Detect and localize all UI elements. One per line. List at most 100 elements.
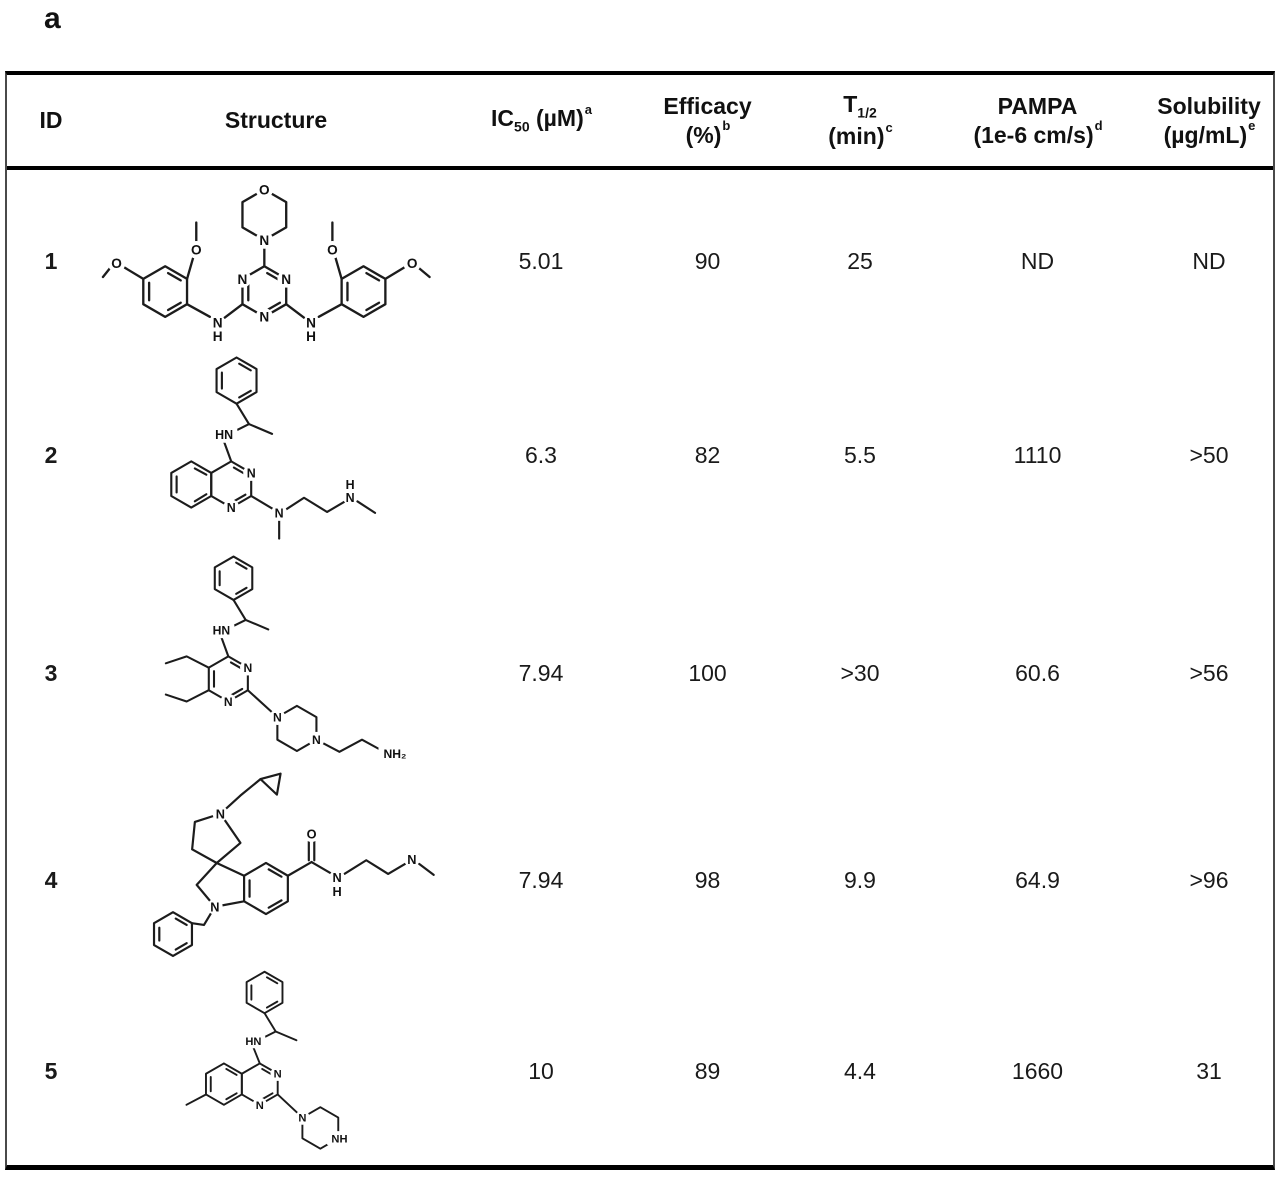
atom-label: N bbox=[306, 316, 316, 331]
thalf-value: 9.9 bbox=[844, 867, 876, 893]
efficacy-value: 90 bbox=[694, 247, 721, 274]
header-subscript: 1/2 bbox=[857, 104, 877, 121]
atom-label: N bbox=[345, 491, 354, 505]
efficacy-value: 82 bbox=[694, 441, 721, 468]
atom-label: N bbox=[243, 660, 252, 674]
compound-id: 2 bbox=[44, 441, 58, 468]
atom-label: N bbox=[272, 710, 281, 724]
atom-label: HN bbox=[212, 623, 230, 637]
solubility-value: 31 bbox=[1196, 1058, 1222, 1084]
atom-label: HN bbox=[245, 1036, 261, 1048]
atom-label: N bbox=[238, 272, 248, 287]
col-header-structure: Structure bbox=[224, 107, 328, 134]
structure-compound-5: HN N N N NH bbox=[145, 962, 408, 1165]
atom-label: H bbox=[213, 329, 223, 344]
thalf-value: 25 bbox=[847, 247, 873, 274]
thalf-value: 5.5 bbox=[844, 441, 876, 468]
atom-label: O bbox=[191, 243, 202, 258]
ic50-value: 7.94 bbox=[518, 660, 564, 686]
efficacy-value: 89 bbox=[694, 1058, 721, 1084]
pampa-value: 64.9 bbox=[1015, 867, 1060, 893]
efficacy-value: 100 bbox=[688, 660, 727, 686]
header-footnote-mark: c bbox=[885, 119, 893, 135]
atom-label: N bbox=[407, 852, 416, 867]
pampa-value: 1660 bbox=[1011, 1058, 1064, 1084]
thalf-value: >30 bbox=[840, 660, 880, 686]
compound-id: 4 bbox=[44, 867, 58, 893]
table-row: 1 bbox=[7, 170, 1273, 345]
atom-label: O bbox=[307, 826, 317, 841]
atom-label: N bbox=[210, 899, 219, 914]
compound-table: ID Structure IC50 (µM)a Efficacy (%)b T1/… bbox=[5, 71, 1275, 1170]
atom-label: N bbox=[298, 1113, 306, 1125]
bonds bbox=[101, 188, 431, 319]
header-text: (min) bbox=[828, 123, 885, 150]
header-text: Solubility bbox=[1157, 92, 1261, 119]
label-masks bbox=[240, 1034, 352, 1146]
header-text: (µg/mL) bbox=[1163, 121, 1248, 148]
atom-label: N bbox=[255, 1100, 263, 1112]
solubility-value: >50 bbox=[1189, 441, 1229, 468]
efficacy-value: 98 bbox=[694, 867, 721, 893]
pampa-value: 60.6 bbox=[1015, 660, 1060, 686]
ic50-value: 5.01 bbox=[518, 247, 564, 274]
table-row: 4 bbox=[7, 770, 1273, 962]
compound-id: 5 bbox=[44, 1058, 58, 1084]
atom-label: N bbox=[213, 316, 223, 331]
atom-label: N bbox=[259, 233, 269, 248]
atom-label: H bbox=[306, 329, 316, 344]
atom-label: N bbox=[216, 806, 225, 821]
label-masks bbox=[210, 427, 357, 521]
ic50-value: 6.3 bbox=[525, 441, 557, 468]
col-header-pampa: PAMPA (1e-6 cm/s)d bbox=[973, 92, 1103, 150]
atom-label: H bbox=[332, 884, 341, 899]
ic50-value: 10 bbox=[528, 1058, 554, 1084]
atom-label: HN bbox=[215, 428, 233, 442]
header-text: (%) bbox=[685, 121, 722, 148]
table-row: 5 bbox=[7, 962, 1273, 1165]
table-row: 3 bbox=[7, 545, 1273, 770]
structure-compound-4: N N O N H N bbox=[107, 770, 445, 971]
atom-label: N bbox=[259, 310, 269, 325]
structure-compound-2: HN N N N H N bbox=[130, 345, 423, 549]
header-text: (µM) bbox=[529, 105, 584, 132]
atom-label: N bbox=[312, 733, 321, 747]
atom-label: H bbox=[345, 478, 354, 492]
header-text: IC bbox=[491, 105, 515, 132]
pampa-value: 1110 bbox=[1013, 441, 1062, 468]
header-footnote-mark: a bbox=[584, 101, 592, 117]
ic50-value: 7.94 bbox=[518, 867, 564, 893]
atom-label: N bbox=[332, 870, 341, 885]
header-subscript: 50 bbox=[514, 119, 530, 136]
header-text: Efficacy bbox=[663, 92, 752, 119]
atom-label: N bbox=[273, 1069, 281, 1081]
atom-label: N bbox=[281, 272, 291, 287]
atom-label: O bbox=[327, 243, 338, 258]
atom-label: N bbox=[226, 501, 235, 515]
header-footnote-mark: d bbox=[1094, 117, 1103, 133]
atom-label: NH₂ bbox=[383, 746, 406, 760]
header-text: PAMPA bbox=[997, 92, 1078, 119]
solubility-value: >96 bbox=[1189, 867, 1229, 893]
label-masks bbox=[207, 622, 411, 761]
table-row: 2 bbox=[7, 345, 1273, 545]
atom-label: O bbox=[259, 182, 270, 197]
header-text: (1e-6 cm/s) bbox=[973, 121, 1094, 148]
header-text: T bbox=[843, 91, 858, 118]
compound-id: 3 bbox=[44, 660, 58, 686]
structure-compound-1: O N N N N N H N H O O O O bbox=[101, 170, 451, 352]
atom-label: N bbox=[246, 466, 255, 480]
atom-label: O bbox=[111, 256, 122, 271]
pampa-value: ND bbox=[1020, 247, 1055, 274]
bonds bbox=[152, 772, 435, 958]
col-header-efficacy: Efficacy (%)b bbox=[663, 92, 751, 150]
col-header-solubility: Solubility (µg/mL)e bbox=[1157, 92, 1261, 150]
atom-label: NH bbox=[331, 1133, 347, 1145]
table-header-row: ID Structure IC50 (µM)a Efficacy (%)b T1/… bbox=[7, 75, 1273, 170]
col-header-ic50: IC50 (µM)a bbox=[491, 101, 592, 136]
compound-id: 1 bbox=[44, 247, 58, 274]
col-header-id: ID bbox=[39, 107, 63, 134]
structure-compound-3: HN N N N N NH₂ bbox=[131, 547, 422, 769]
label-masks bbox=[207, 806, 420, 915]
